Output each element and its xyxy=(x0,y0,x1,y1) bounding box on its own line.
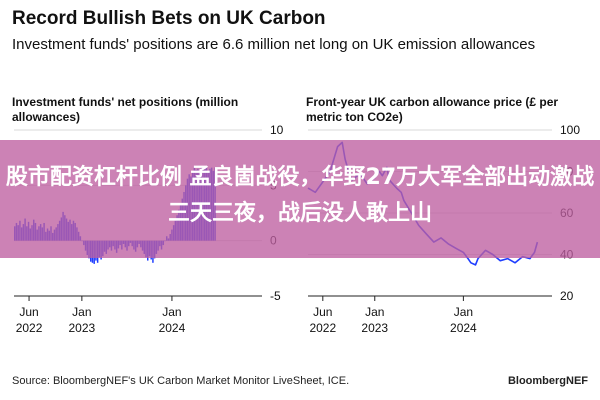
price-y-tick-label: 100 xyxy=(560,123,580,137)
overlay-banner-text: 股市配资杠杆比例 孟良崮战役，华野27万大军全部出动激战三天三夜，战后没人敢上山 xyxy=(5,165,595,226)
right-chart-title: Front-year UK carbon allowance price (£ … xyxy=(306,95,559,124)
positions-x-tick-label: Jun xyxy=(19,305,38,319)
price-x-tick-year: 2022 xyxy=(309,321,336,335)
page-subtitle: Investment funds' positions are 6.6 mill… xyxy=(12,36,536,53)
left-chart-title: Investment funds' net positions (million… xyxy=(12,95,239,124)
positions-x-tick-label: Jan xyxy=(72,305,91,319)
positions-x-tick-year: 2023 xyxy=(69,321,96,335)
price-x-tick-label: Jan xyxy=(454,305,473,319)
price-y-tick-label: 20 xyxy=(560,289,574,303)
brand-logo-text: BloombergNEF xyxy=(507,375,588,387)
positions-y-tick-label: 10 xyxy=(270,123,284,137)
positions-x-tick-year: 2024 xyxy=(159,321,186,335)
price-x-tick-label: Jun xyxy=(313,305,332,319)
positions-x-tick-label: Jan xyxy=(162,305,181,319)
price-x-tick-year: 2023 xyxy=(361,321,388,335)
positions-x-tick-year: 2022 xyxy=(16,321,43,335)
source-note: Source: BloombergNEF's UK Carbon Market … xyxy=(12,375,350,387)
overlay-banner xyxy=(0,140,600,258)
positions-y-tick-label: -5 xyxy=(270,289,281,303)
price-x-tick-year: 2024 xyxy=(450,321,477,335)
page-title: Record Bullish Bets on UK Carbon xyxy=(12,8,326,29)
price-x-tick-label: Jan xyxy=(365,305,384,319)
